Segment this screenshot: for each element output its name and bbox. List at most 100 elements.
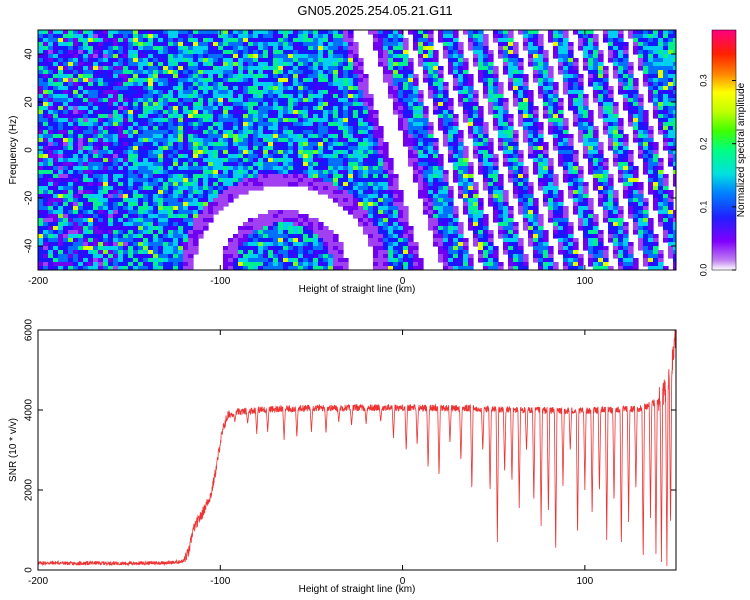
heatmap-cell <box>168 158 174 163</box>
heatmap-cell <box>553 202 559 207</box>
heatmap-cell <box>458 158 464 163</box>
heatmap-cell <box>663 138 669 143</box>
heatmap-cell <box>193 74 199 79</box>
heatmap-cell <box>568 94 574 99</box>
heatmap-cell <box>538 58 544 63</box>
heatmap-cell <box>163 34 169 39</box>
heatmap-cell <box>138 54 144 59</box>
heatmap-cell <box>238 34 244 39</box>
heatmap-cell <box>408 110 414 115</box>
heatmap-cell <box>78 74 84 79</box>
heatmap-cell <box>528 110 534 115</box>
heatmap-cell <box>433 154 439 159</box>
heatmap-cell <box>318 38 324 43</box>
heatmap-cell <box>238 50 244 55</box>
heatmap-cell <box>118 186 124 191</box>
heatmap-cell <box>523 174 529 179</box>
heatmap-cell <box>508 82 514 87</box>
heatmap-cell <box>273 34 279 39</box>
heatmap-cell <box>378 38 384 43</box>
heatmap-cell <box>283 142 289 147</box>
heatmap-cell <box>403 46 409 51</box>
heatmap-cell <box>293 50 299 55</box>
heatmap-cell <box>58 86 64 91</box>
heatmap-cell <box>618 62 624 67</box>
heatmap-cell <box>173 146 179 151</box>
heatmap-cell <box>53 210 59 215</box>
heatmap-cell <box>618 162 624 167</box>
heatmap-cell <box>243 158 249 163</box>
heatmap-cell <box>613 150 619 155</box>
heatmap-cell <box>593 154 599 159</box>
heatmap-cell <box>248 62 254 67</box>
heatmap-cell <box>408 130 414 135</box>
heatmap-cell <box>303 38 309 43</box>
heatmap-cell <box>88 38 94 43</box>
heatmap-cell <box>413 90 419 95</box>
heatmap-cell <box>248 150 254 155</box>
heatmap-cell <box>443 190 449 195</box>
heatmap-cell <box>118 126 124 131</box>
heatmap-cell <box>253 46 259 51</box>
heatmap-cell <box>578 182 584 187</box>
heatmap-cell <box>518 102 524 107</box>
heatmap-cell <box>188 54 194 59</box>
heatmap-cell <box>73 206 79 211</box>
heatmap-cell <box>133 126 139 131</box>
heatmap-cell <box>243 110 249 115</box>
heatmap-cell <box>63 54 69 59</box>
heatmap-cell <box>398 90 404 95</box>
heatmap-cell <box>158 82 164 87</box>
heatmap-cell <box>58 62 64 67</box>
heatmap-cell <box>148 110 154 115</box>
heatmap-cell <box>423 114 429 119</box>
heatmap-cell <box>373 202 379 207</box>
heatmap-cell <box>488 66 494 71</box>
heatmap-cell <box>193 170 199 175</box>
heatmap-cell <box>488 194 494 199</box>
heatmap-cell <box>228 54 234 59</box>
heatmap-cell <box>663 54 669 59</box>
heatmap-cell <box>273 42 279 47</box>
heatmap-cell <box>238 122 244 127</box>
heatmap-cell <box>98 86 104 91</box>
heatmap-cell <box>653 186 659 191</box>
heatmap-cell <box>458 170 464 175</box>
heatmap-cell <box>178 30 184 35</box>
heatmap-cell <box>113 158 119 163</box>
heatmap-cell <box>218 126 224 131</box>
heatmap-cell <box>228 106 234 111</box>
heatmap-cell <box>343 94 349 99</box>
heatmap-cell <box>158 210 164 215</box>
heatmap-cell <box>58 198 64 203</box>
heatmap-cell <box>198 166 204 171</box>
heatmap-cell <box>618 138 624 143</box>
heatmap-cell <box>158 118 164 123</box>
heatmap-cell <box>143 210 149 215</box>
heatmap-cell <box>128 62 134 67</box>
heatmap-cell <box>63 126 69 131</box>
heatmap-cell <box>343 98 349 103</box>
heatmap-cell <box>433 82 439 87</box>
heatmap-cell <box>118 122 124 127</box>
heatmap-cell <box>668 46 674 51</box>
heatmap-cell <box>653 110 659 115</box>
heatmap-cell <box>123 178 129 183</box>
heatmap-cell <box>138 94 144 99</box>
heatmap-cell <box>163 114 169 119</box>
heatmap-cell <box>163 42 169 47</box>
heatmap-cell <box>338 146 344 151</box>
heatmap-cell <box>293 46 299 51</box>
heatmap-cell <box>363 138 369 143</box>
heatmap-cell <box>308 58 314 63</box>
heatmap-cell <box>468 126 474 131</box>
heatmap-cell <box>638 146 644 151</box>
heatmap-cell <box>208 122 214 127</box>
heatmap-cell <box>663 182 669 187</box>
heatmap-cell <box>43 134 49 139</box>
heatmap-cell <box>258 66 264 71</box>
heatmap-cell <box>378 130 384 135</box>
heatmap-cell <box>148 158 154 163</box>
heatmap-cell <box>573 182 579 187</box>
heatmap-cell <box>543 150 549 155</box>
